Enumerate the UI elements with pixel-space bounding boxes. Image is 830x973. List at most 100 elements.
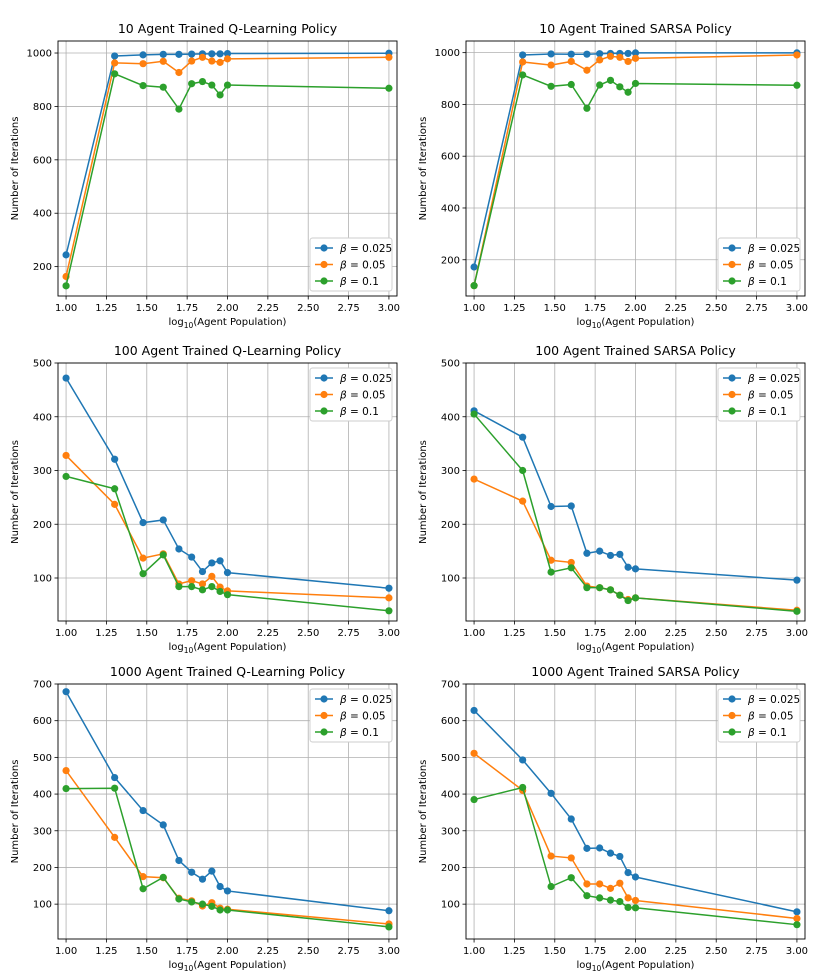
x-tick-label: 2.50	[705, 628, 727, 639]
x-tick-label: 2.25	[257, 628, 279, 639]
y-tick-label: 200	[33, 262, 52, 273]
data-point	[139, 81, 147, 90]
y-axis-label: Number of Iterations	[418, 760, 429, 864]
data-point	[624, 894, 632, 902]
data-point	[62, 451, 70, 460]
data-point	[175, 68, 183, 77]
x-tick-label: 1.50	[136, 946, 158, 957]
legend-label: β = 0.05	[339, 259, 386, 271]
x-tick-label: 2.50	[705, 946, 727, 957]
legend-marker	[320, 728, 328, 736]
chart-panel-3: 1.00 1.25 1.50 1.75 2.00 2.25 2.50 2.75 3.00 100 2…	[418, 343, 808, 655]
data-point	[519, 433, 527, 441]
y-tick-label: 300	[441, 466, 460, 477]
legend: β = 0.025 β = 0.05 β = 0.1	[309, 688, 393, 743]
data-point	[159, 821, 167, 829]
data-point	[596, 56, 604, 64]
data-point	[208, 50, 216, 58]
x-tick-label: 2.50	[297, 303, 319, 314]
data-point	[188, 583, 196, 591]
x-tick-label: 3.00	[786, 303, 808, 314]
data-point	[159, 83, 167, 91]
data-point	[208, 867, 216, 875]
legend-marker	[728, 374, 736, 382]
data-point	[175, 856, 183, 865]
data-point	[519, 58, 527, 66]
x-tick-label: 1.50	[544, 303, 566, 314]
x-tick-label: 2.75	[337, 628, 359, 639]
data-point	[567, 564, 575, 572]
data-point	[519, 71, 527, 79]
data-point	[62, 472, 70, 481]
data-point	[159, 516, 167, 524]
chart-title: 100 Agent Trained SARSA Policy	[535, 343, 736, 358]
x-tick-label: 1.25	[503, 628, 525, 639]
data-point	[111, 70, 119, 78]
data-point	[188, 553, 196, 561]
y-axis-label: Number of Iterations	[418, 440, 429, 544]
y-axis-label: Number of Iterations	[10, 760, 21, 864]
data-point	[606, 52, 615, 60]
data-point	[793, 914, 801, 923]
data-point	[216, 557, 224, 565]
y-tick-label: 400	[441, 790, 460, 801]
x-tick-label: 2.25	[665, 303, 687, 314]
data-point	[547, 50, 555, 58]
data-point	[519, 783, 527, 792]
data-point	[175, 50, 183, 58]
data-point	[385, 594, 393, 602]
data-point	[606, 76, 615, 84]
data-point	[631, 594, 640, 602]
chart-title: 1000 Agent Trained SARSA Policy	[531, 664, 740, 679]
y-axis-label: Number of Iterations	[418, 117, 429, 221]
data-point	[385, 907, 393, 915]
x-tick-label: 2.00	[624, 628, 646, 639]
data-point	[175, 105, 183, 113]
data-point	[616, 83, 624, 91]
x-tick-label: 2.25	[665, 946, 687, 957]
data-point	[631, 565, 640, 573]
y-tick-label: 200	[441, 863, 460, 874]
data-point	[583, 104, 591, 112]
legend-box	[309, 367, 393, 422]
legend-label: β = 0.025	[339, 243, 392, 255]
data-point	[631, 904, 640, 912]
chart-panel-1: 1.00 1.25 1.50 1.75 2.00 2.25 2.50 2.75 3.00 200 4…	[418, 21, 808, 330]
data-point	[198, 586, 207, 594]
legend-marker	[728, 695, 736, 703]
y-tick-label: 1000	[27, 49, 52, 60]
x-tick-label: 2.25	[257, 303, 279, 314]
data-point	[188, 50, 196, 58]
x-tick-label: 1.25	[95, 628, 117, 639]
y-tick-label: 100	[441, 900, 460, 911]
x-tick-label: 1.00	[55, 946, 77, 957]
legend-marker	[728, 711, 736, 720]
data-point	[111, 773, 119, 782]
legend-box	[717, 367, 801, 422]
data-point	[583, 549, 591, 557]
x-tick-label: 1.25	[95, 946, 117, 957]
data-point	[198, 77, 207, 86]
legend-label: β = 0.05	[339, 389, 386, 401]
x-tick-label: 1.75	[584, 303, 606, 314]
y-tick-label: 100	[33, 900, 52, 911]
x-tick-label: 1.75	[176, 946, 198, 957]
x-tick-label: 1.75	[584, 628, 606, 639]
chart-title: 10 Agent Trained SARSA Policy	[539, 21, 732, 36]
data-point	[616, 879, 624, 887]
x-tick-label: 2.75	[337, 946, 359, 957]
data-point	[223, 569, 232, 577]
legend: β = 0.025 β = 0.05 β = 0.1	[717, 237, 801, 292]
legend-label: β = 0.025	[747, 373, 800, 385]
data-point	[606, 896, 615, 904]
data-point	[216, 91, 224, 99]
x-tick-label: 1.75	[176, 628, 198, 639]
data-point	[606, 849, 615, 857]
data-point	[62, 784, 70, 793]
y-tick-label: 200	[33, 863, 52, 874]
data-point	[139, 885, 147, 893]
x-axis-label: log10(Agent Population)	[577, 317, 695, 330]
data-point	[223, 906, 232, 914]
data-point	[793, 921, 801, 929]
y-tick-label: 300	[441, 826, 460, 837]
